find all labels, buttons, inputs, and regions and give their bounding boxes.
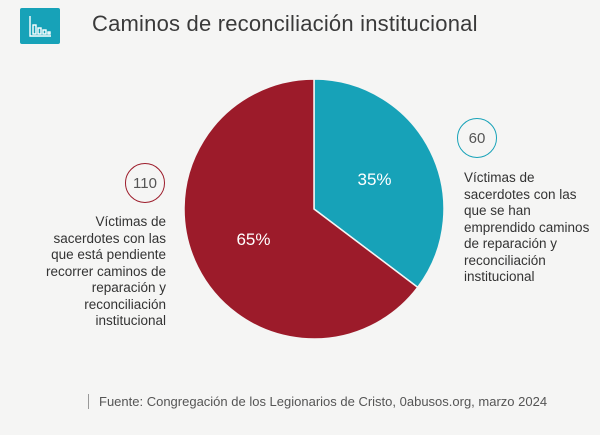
logo (20, 8, 60, 44)
slice-percent-label: 65% (236, 230, 270, 249)
source-note: Fuente: Congregación de los Legionarios … (88, 394, 547, 409)
value-badge-emprendido: 60 (457, 118, 497, 158)
bar-chart-icon (29, 16, 51, 37)
page-title: Caminos de reconciliación institucional (92, 11, 478, 36)
value-badge-pendiente: 110 (125, 163, 165, 203)
label-pendiente: Víctimas de sacerdotes con las que está … (45, 214, 166, 328)
pie-slice-emprendido (313, 78, 445, 289)
pie-slice-pendiente (183, 78, 419, 340)
slice-percent-label: 35% (357, 170, 391, 189)
label-emprendido: Víctimas de sacerdotes con las que se ha… (464, 170, 590, 284)
